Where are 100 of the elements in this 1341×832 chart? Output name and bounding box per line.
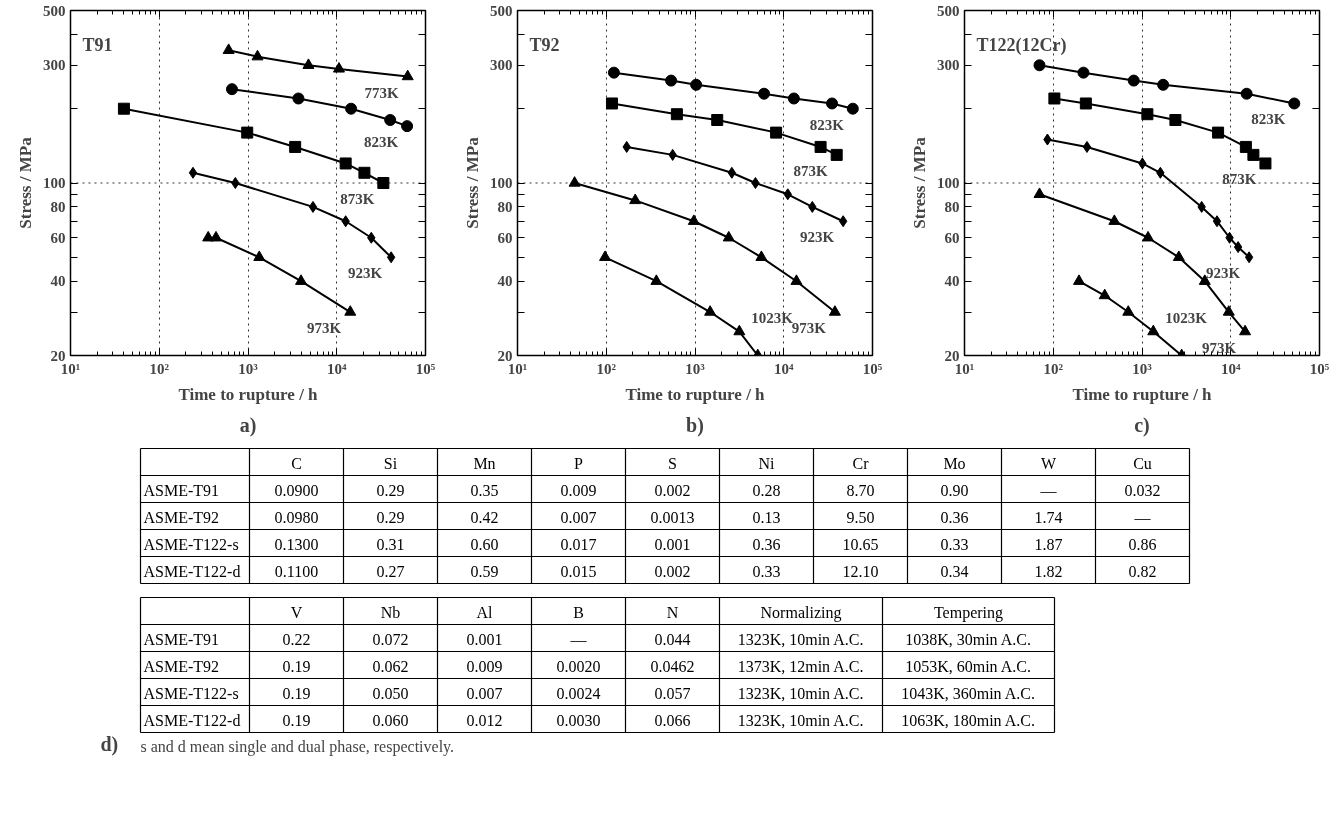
x-tick-label: 10⁵	[1309, 360, 1330, 377]
text: 1323K, 10min A.C.	[737, 630, 864, 648]
text: 0.19	[282, 711, 311, 729]
text: 1038K, 30min A.C.	[905, 630, 1031, 648]
series-label: 923K	[1205, 265, 1241, 282]
text: 0.072	[372, 630, 409, 648]
text: 0.009	[560, 481, 597, 499]
series-label: 773K	[364, 84, 400, 101]
text: 8.70	[846, 481, 875, 499]
y-tick-label: 300	[43, 57, 66, 74]
text: 0.002	[654, 481, 691, 499]
y-tick-label: 500	[937, 2, 960, 19]
text: 0.062	[372, 657, 409, 675]
category-label: W	[1040, 454, 1057, 472]
text: 0.007	[466, 684, 503, 702]
text: 0.009	[466, 657, 503, 675]
text: 0.1300	[274, 535, 319, 553]
legend-label: 923K	[799, 229, 835, 246]
x-tick-label: 10⁵	[862, 360, 883, 377]
x-tick-label: 10⁴	[327, 360, 347, 377]
y-tick-label: 80	[50, 198, 66, 215]
text: 0.19	[282, 684, 311, 702]
category-label: Mn	[473, 454, 496, 472]
text: 1.87	[1034, 535, 1063, 553]
text: 0.001	[654, 535, 691, 553]
text: 1053K, 60min A.C.	[905, 657, 1031, 675]
category-label: ASME-T122-s	[143, 535, 239, 553]
text: s and d mean single and dual phase, respectively.	[140, 737, 455, 756]
text: 0.35	[470, 481, 499, 499]
text: 0.34	[940, 562, 969, 580]
text: 9.50	[846, 508, 875, 526]
category-label: Ni	[758, 454, 776, 472]
x-tick-label: 10³	[1132, 360, 1153, 377]
y-tick-label: 60	[944, 229, 960, 246]
series-label: 823K	[1251, 111, 1286, 128]
text: 0.1100	[274, 562, 319, 580]
y-tick-label: 100	[937, 175, 960, 191]
category-label: ASME-T122-s	[143, 684, 239, 702]
text: —	[570, 630, 587, 648]
y-tick-label: 40	[944, 273, 960, 290]
text: 0.007	[560, 508, 597, 526]
text: c)	[1134, 413, 1150, 437]
category-label: C	[291, 454, 302, 472]
category-label: B	[573, 603, 584, 621]
x-axis-title: Time to rupture / h	[178, 384, 319, 404]
category-label: ASME-T91	[143, 630, 220, 648]
x-tick-label: 10³	[238, 360, 259, 377]
text: 0.59	[470, 562, 499, 580]
series-label: 1023K	[1165, 309, 1208, 326]
text: —	[1134, 508, 1151, 526]
category-label: Al	[476, 603, 494, 621]
text: 0.19	[282, 657, 311, 675]
text: 0.057	[654, 684, 691, 702]
text: 0.001	[466, 630, 503, 648]
x-tick-label: 10⁵	[415, 360, 436, 377]
series-label: 823K	[363, 134, 399, 151]
y-tick-label: 500	[490, 2, 513, 19]
category-label: Si	[383, 454, 398, 472]
category-label: Nb	[380, 603, 401, 621]
text: 0.0462	[650, 657, 695, 675]
category-label: Cu	[1133, 454, 1152, 472]
text: 0.0900	[274, 481, 319, 499]
text: 0.31	[376, 535, 405, 553]
text: 1373K, 12min A.C.	[737, 657, 864, 675]
y-tick-label: 60	[497, 229, 513, 246]
text: 0.017	[560, 535, 597, 553]
text: 0.29	[376, 508, 405, 526]
text: 0.044	[654, 630, 691, 648]
series-label: 873K	[1222, 171, 1257, 188]
text: 0.0030	[556, 711, 601, 729]
text: 0.002	[654, 562, 691, 580]
category-label: N	[666, 603, 679, 621]
y-axis-title: Stress / MPa	[910, 136, 929, 229]
text: 0.0013	[650, 508, 695, 526]
text: 0.012	[466, 711, 503, 729]
x-tick-label: 10²	[149, 360, 170, 377]
category-label: ASME-T92	[143, 657, 220, 675]
text: 0.60	[470, 535, 499, 553]
text: 0.0020	[556, 657, 601, 675]
series-label: 923K	[347, 265, 383, 282]
text: 1063K, 180min A.C.	[901, 711, 1035, 729]
legend-label: 973K	[1201, 339, 1237, 356]
category-label: V	[290, 603, 303, 621]
text: 0.066	[654, 711, 691, 729]
text: 0.015	[560, 562, 597, 580]
series-label: 973K	[307, 320, 342, 337]
text: 0.86	[1128, 535, 1157, 553]
y-tick-label: 500	[43, 2, 66, 19]
x-axis-title: Time to rupture / h	[1072, 384, 1213, 404]
category-label: Cr	[852, 454, 870, 472]
y-tick-label: 60	[50, 229, 66, 246]
text: 0.33	[940, 535, 969, 553]
text: 0.0980	[274, 508, 319, 526]
category-label: ASME-T92	[143, 508, 220, 526]
category-label: Normalizing	[760, 603, 842, 622]
text: 1323K, 10min A.C.	[737, 684, 864, 702]
text: 0.060	[372, 711, 409, 729]
text: 0.42	[470, 508, 499, 526]
y-tick-label: 100	[43, 175, 66, 191]
x-tick-label: 10³	[685, 360, 706, 377]
